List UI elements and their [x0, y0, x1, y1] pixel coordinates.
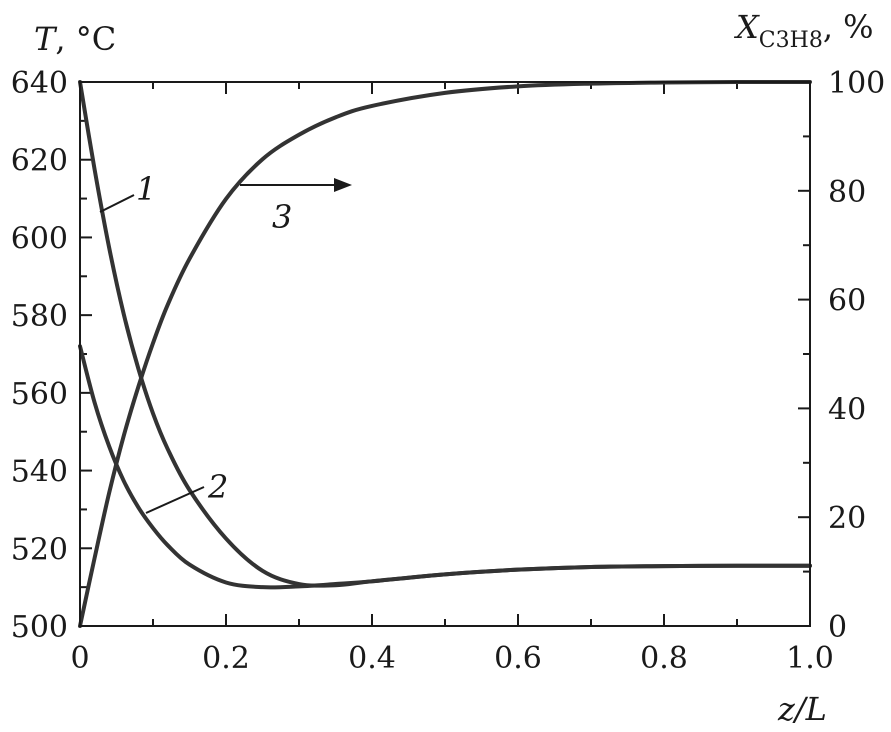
curve-1-leader	[99, 194, 135, 213]
curve-3-arrow-head	[334, 178, 352, 192]
y-left-tick-label: 500	[11, 610, 68, 645]
x-axis-title: z/L	[777, 690, 827, 728]
y-left-axis-title: T, °C	[34, 20, 116, 58]
y-left-tick-label: 580	[11, 299, 68, 334]
y-left-tick-label: 640	[11, 66, 68, 101]
y-right-tick-label: 100	[828, 66, 885, 101]
x-tick-label: 0.4	[348, 641, 396, 676]
ticks-layer	[79, 81, 811, 627]
y-right-axis-title: XC3H8, %	[733, 8, 874, 53]
y-right-title-sub-3: 3	[776, 28, 790, 53]
x-tick-label: 1.0	[786, 641, 834, 676]
y-right-title-sub-h: H	[790, 28, 809, 53]
y-right-tick-label: 0	[828, 610, 847, 645]
x-tick-label: 0	[70, 641, 89, 676]
x-tick-label: 0.8	[640, 641, 688, 676]
y-right-tick-label: 20	[828, 501, 866, 536]
y-right-tick-label: 40	[828, 392, 866, 427]
curve-2-leader	[145, 486, 205, 514]
curve-2-line	[78, 344, 812, 590]
x-tick-label: 0.6	[494, 641, 542, 676]
curve-2-label: 2	[207, 468, 228, 506]
curves-layer	[78, 79, 812, 628]
tick-labels-layer: 0 0.2 0.4 0.6 0.8 1.0500520540560580600620640…	[11, 66, 886, 676]
y-right-title-unit: , %	[823, 8, 874, 46]
y-right-tick-label: 80	[828, 175, 866, 210]
curve-3-label: 3	[272, 198, 292, 236]
y-right-title-symbol: X	[733, 8, 760, 46]
x-tick-label: 0.2	[202, 641, 250, 676]
y-left-tick-label: 600	[11, 221, 68, 256]
y-right-tick-label: 60	[828, 284, 866, 319]
y-right-title-sub-8: 8	[809, 28, 823, 53]
plot-frame	[79, 81, 811, 627]
y-left-title-unit: , °C	[55, 20, 116, 58]
curve-3-line	[78, 79, 812, 628]
curve-1-line	[78, 80, 812, 588]
y-left-tick-label: 620	[11, 144, 68, 179]
y-left-tick-label: 520	[11, 532, 68, 567]
y-left-tick-label: 540	[11, 455, 68, 490]
curve-1-label: 1	[136, 170, 156, 208]
y-left-tick-label: 560	[11, 377, 68, 412]
y-right-title-sub-c: C	[759, 28, 776, 53]
y-left-title-symbol: T	[34, 20, 58, 58]
